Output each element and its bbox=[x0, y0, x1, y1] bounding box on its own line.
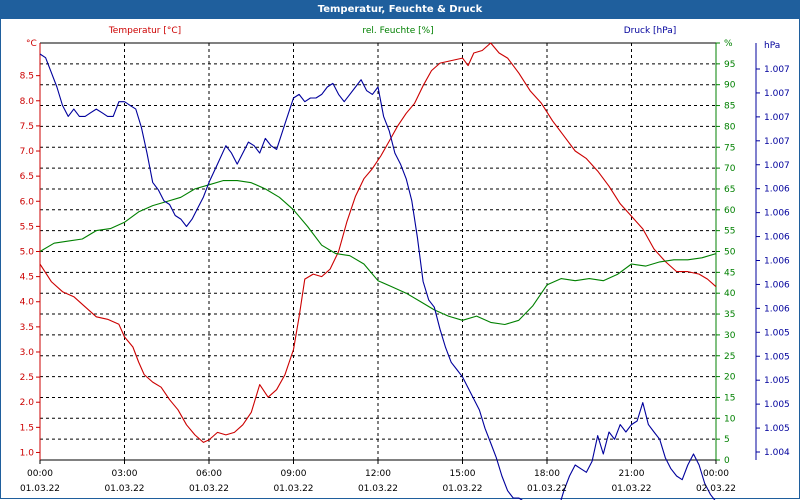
pressure-tick-label: 1.004 bbox=[764, 448, 790, 458]
temperature-tick-label: 7.0 bbox=[20, 147, 35, 157]
pressure-line bbox=[39, 53, 716, 500]
temperature-tick-label: 6.0 bbox=[20, 197, 35, 207]
temperature-tick-label: 3.5 bbox=[20, 323, 34, 333]
x-tick-label-time: 15:00 bbox=[450, 469, 476, 479]
temperature-tick-label: 8.0 bbox=[20, 97, 35, 107]
humidity-tick-label: 80 bbox=[724, 122, 736, 132]
temperature-tick-label: 2.5 bbox=[20, 373, 34, 383]
chart-title-bar: Temperatur, Feuchte & Druck bbox=[0, 0, 800, 19]
humidity-tick-label: 30 bbox=[724, 331, 736, 341]
pressure-tick-label: 1.005 bbox=[764, 352, 790, 362]
humidity-tick-label: 65 bbox=[724, 185, 735, 195]
axis-labels: 00:00 01.03.22 03:00 01.03.22 06:00 01.03.22 0… bbox=[20, 26, 790, 494]
humidity-line bbox=[39, 180, 717, 326]
plot-lines bbox=[39, 42, 717, 500]
humidity-tick-label: 0 bbox=[724, 456, 730, 466]
x-tick-label-date: 01.03.22 bbox=[527, 484, 567, 494]
x-tick-label-time: 12:00 bbox=[365, 469, 391, 479]
humidity-series-label: rel. Feuchte [%] bbox=[362, 26, 433, 36]
pressure-tick-label: 1.007 bbox=[764, 65, 790, 75]
x-tick-label-date: 01.03.22 bbox=[189, 484, 229, 494]
temperature-series-label: Temperatur [°C] bbox=[108, 26, 181, 36]
temperature-tick-label: 1.0 bbox=[20, 448, 35, 458]
humidity-tick-label: 90 bbox=[724, 81, 736, 91]
temperature-tick-label: 8.5 bbox=[20, 72, 34, 82]
humidity-tick-label: 70 bbox=[724, 164, 736, 174]
pressure-tick-label: 1.006 bbox=[764, 280, 790, 290]
pressure-unit-label: hPa bbox=[764, 41, 780, 51]
pressure-tick-label: 1.006 bbox=[764, 257, 790, 267]
x-tick-label-time: 00:00 bbox=[27, 469, 53, 479]
pressure-tick-label: 1.006 bbox=[764, 304, 790, 314]
x-tick-label-date: 01.03.22 bbox=[104, 484, 144, 494]
pressure-tick-label: 1.005 bbox=[764, 376, 790, 386]
x-tick-label-date: 01.03.22 bbox=[273, 484, 313, 494]
temperature-line bbox=[39, 42, 717, 443]
x-tick-label-time: 03:00 bbox=[112, 469, 138, 479]
temperature-tick-label: 5.0 bbox=[20, 248, 35, 258]
x-tick-label-time: 21:00 bbox=[619, 469, 645, 479]
temperature-tick-label: 4.0 bbox=[20, 298, 35, 308]
humidity-tick-label: 25 bbox=[724, 352, 735, 362]
pressure-tick-label: 1.007 bbox=[764, 89, 790, 99]
x-tick-label-date: 01.03.22 bbox=[611, 484, 651, 494]
pressure-tick-label: 1.005 bbox=[764, 424, 790, 434]
temperature-tick-label: 3.0 bbox=[20, 348, 35, 358]
x-tick-label-date: 01.03.22 bbox=[442, 484, 482, 494]
axes bbox=[36, 42, 760, 464]
humidity-tick-label: 75 bbox=[724, 143, 735, 153]
x-tick-label-time: 00:00 bbox=[703, 469, 729, 479]
temperature-tick-label: 7.5 bbox=[20, 122, 34, 132]
humidity-tick-label: 95 bbox=[724, 60, 735, 70]
humidity-tick-label: 50 bbox=[724, 248, 736, 258]
humidity-tick-label: 10 bbox=[724, 414, 736, 424]
grid-lines bbox=[40, 43, 716, 460]
humidity-tick-label: 35 bbox=[724, 310, 735, 320]
temperature-tick-label: 5.5 bbox=[20, 222, 34, 232]
x-tick-label-time: 18:00 bbox=[534, 469, 560, 479]
humidity-tick-label: 60 bbox=[724, 206, 736, 216]
x-tick-label-date: 02.03.22 bbox=[696, 484, 736, 494]
pressure-tick-label: 1.006 bbox=[764, 209, 790, 219]
humidity-tick-label: 85 bbox=[724, 102, 735, 112]
pressure-tick-label: 1.007 bbox=[764, 113, 790, 123]
temperature-tick-label: 6.5 bbox=[20, 172, 34, 182]
x-tick-label-time: 09:00 bbox=[281, 469, 307, 479]
pressure-series-label: Druck [hPa] bbox=[624, 26, 677, 36]
chart-title: Temperatur, Feuchte & Druck bbox=[317, 4, 483, 15]
pressure-tick-label: 1.006 bbox=[764, 185, 790, 195]
temperature-tick-label: 4.5 bbox=[20, 273, 34, 283]
humidity-tick-label: 40 bbox=[724, 289, 736, 299]
pressure-tick-label: 1.005 bbox=[764, 400, 790, 410]
x-tick-label-date: 01.03.22 bbox=[358, 484, 398, 494]
temperature-tick-label: 1.5 bbox=[20, 423, 34, 433]
temperature-tick-label: 2.0 bbox=[20, 398, 35, 408]
pressure-tick-label: 1.006 bbox=[764, 233, 790, 243]
humidity-tick-label: 20 bbox=[724, 373, 736, 383]
x-tick-label-date: 01.03.22 bbox=[20, 484, 60, 494]
humidity-tick-label: 5 bbox=[724, 435, 730, 445]
x-tick-label-time: 06:00 bbox=[196, 469, 222, 479]
pressure-tick-label: 1.007 bbox=[764, 137, 790, 147]
pressure-tick-label: 1.007 bbox=[764, 161, 790, 171]
humidity-tick-label: 45 bbox=[724, 268, 735, 278]
humidity-tick-label: 15 bbox=[724, 393, 735, 403]
humidity-tick-label: % bbox=[724, 39, 733, 49]
pressure-tick-label: 1.005 bbox=[764, 328, 790, 338]
temperature-unit-label: °C bbox=[26, 39, 37, 49]
humidity-tick-label: 55 bbox=[724, 227, 735, 237]
